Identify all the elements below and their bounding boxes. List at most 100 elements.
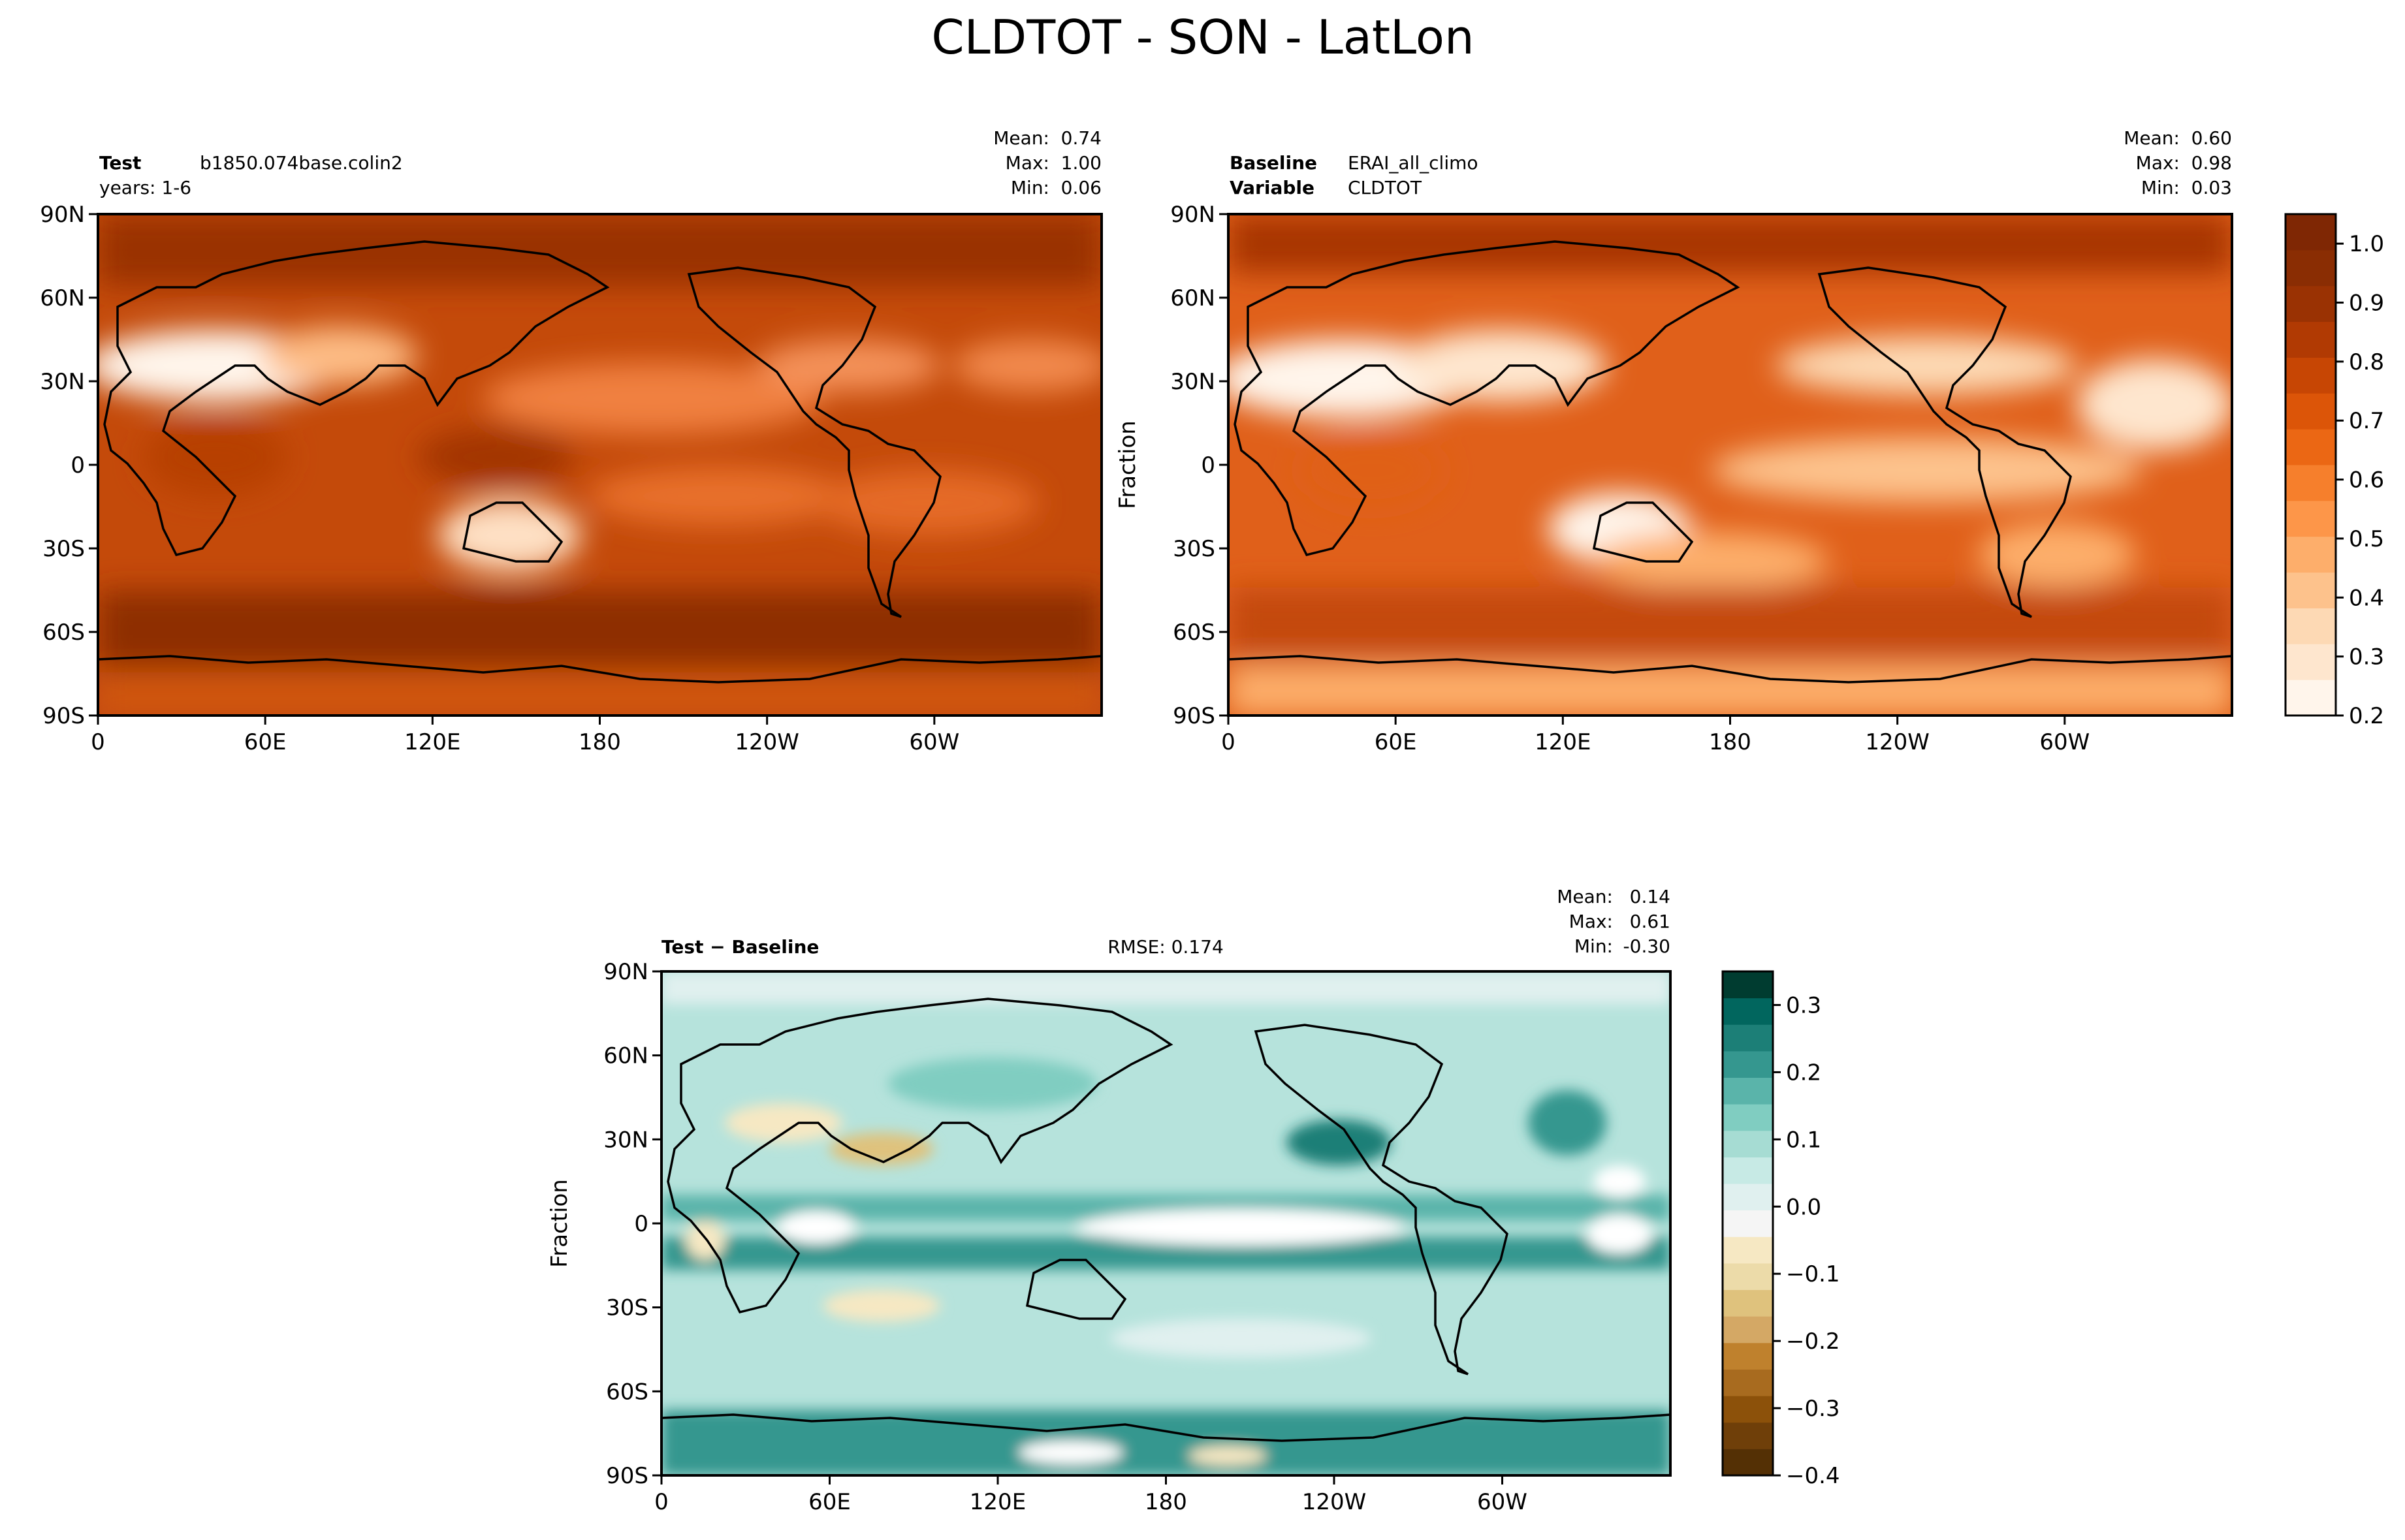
colorbar-tick-label: 0.7 bbox=[2349, 408, 2384, 434]
colorbar-tick-label: −0.2 bbox=[1786, 1328, 1840, 1355]
panel-test: 0 60E 120E 180 120W 60W 90N 60N 30N 0 30S 60S 90S T… bbox=[40, 127, 1103, 755]
x-tick-label: 0 bbox=[1221, 729, 1235, 755]
colorbar-band bbox=[2286, 680, 2336, 716]
x-tick-label: 120W bbox=[1865, 729, 1930, 755]
x-tick-label: 60W bbox=[2039, 729, 2090, 755]
x-tick-label: 180 bbox=[1145, 1489, 1187, 1515]
colorbar-top-frame bbox=[2284, 213, 2337, 717]
y-tick-label: 60N bbox=[603, 1043, 648, 1069]
colorbar-bottom-bands bbox=[1723, 971, 1773, 1476]
x-tick-label: 120W bbox=[1302, 1489, 1367, 1515]
difference-stats-max-label: Max: bbox=[1569, 911, 1613, 932]
y-tick-label: 90N bbox=[603, 959, 648, 985]
difference-stats-max: 0.61 bbox=[1630, 911, 1670, 932]
variable-label-bold: Variable bbox=[1230, 177, 1314, 198]
colorbar-tick-label: −0.4 bbox=[1786, 1463, 1840, 1489]
y-tick-label: 30N bbox=[603, 1127, 648, 1153]
colorbar-band bbox=[2286, 429, 2336, 465]
baseline-stats-max: 0.98 bbox=[2191, 152, 2232, 174]
colorbar-tick-label: 0.2 bbox=[2349, 703, 2384, 729]
x-ticks-baseline: 0 60E 120E 180 120W 60W bbox=[1221, 715, 2090, 755]
baseline-ylabel: Fraction bbox=[1115, 420, 1141, 509]
test-stats-mean-label: Mean: bbox=[993, 127, 1049, 149]
y-tick-label: 30S bbox=[606, 1295, 648, 1321]
test-stats-max: 1.00 bbox=[1061, 152, 1102, 174]
difference-stats-mean: 0.14 bbox=[1630, 886, 1670, 907]
difference-label: Test − Baseline bbox=[661, 936, 819, 958]
colorbar-band bbox=[2286, 500, 2336, 537]
colorbar-band bbox=[2286, 285, 2336, 322]
y-tick-label: 60N bbox=[40, 285, 85, 311]
colorbar-band bbox=[1723, 1130, 1773, 1157]
baseline-label-bold: Baseline bbox=[1230, 152, 1317, 174]
colorbar-tick-label: 0.8 bbox=[2349, 349, 2384, 375]
y-tick-label: 30S bbox=[1173, 536, 1215, 562]
y-tick-label: 60S bbox=[1173, 620, 1215, 646]
x-ticks-difference: 0 60E 120E 180 120W 60W bbox=[654, 1475, 1527, 1515]
colorbar-band bbox=[1723, 998, 1773, 1025]
difference-ylabel: Fraction bbox=[547, 1179, 573, 1268]
x-tick-label: 180 bbox=[1709, 729, 1751, 755]
colorbar-band bbox=[1723, 971, 1773, 999]
test-stats-min-label: Min: bbox=[1011, 177, 1049, 198]
figure-title: CLDTOT - SON - LatLon bbox=[931, 10, 1474, 65]
colorbar-tick-label: 0.9 bbox=[2349, 291, 2384, 317]
panel-difference: 0 60E 120E 180 120W 60W 90N 60N 30N 0 30S 60S 90S F… bbox=[547, 886, 1672, 1515]
colorbar-band bbox=[2286, 321, 2336, 358]
colorbar-tick-label: 0.4 bbox=[2349, 585, 2384, 611]
y-tick-label: 30N bbox=[1170, 369, 1215, 395]
colorbar-bottom: 0.3 0.2 0.1 0.0 −0.1 −0.2 −0.3 −0.4 bbox=[1721, 970, 1840, 1489]
colorbar-band bbox=[2286, 536, 2336, 573]
x-tick-label: 120E bbox=[1535, 729, 1591, 755]
y-tick-label: 60N bbox=[1170, 285, 1215, 311]
colorbar-tick-label: 0.5 bbox=[2349, 526, 2384, 552]
colorbar-top: 1.0 0.9 0.8 0.7 0.6 0.5 0.4 0.3 0.2 bbox=[2284, 213, 2384, 729]
y-tick-label: 90S bbox=[1173, 703, 1215, 729]
x-tick-label: 120W bbox=[735, 729, 799, 755]
colorbar-tick-label: −0.1 bbox=[1786, 1261, 1840, 1287]
colorbar-band bbox=[1723, 1104, 1773, 1131]
colorbar-band bbox=[1723, 1210, 1773, 1237]
rmse-label: RMSE: 0.174 bbox=[1107, 936, 1224, 958]
colorbar-tick-label: −0.3 bbox=[1786, 1396, 1840, 1422]
test-label-years: years: 1-6 bbox=[99, 177, 191, 198]
colorbar-band bbox=[1723, 1422, 1773, 1449]
x-tick-label: 60W bbox=[1477, 1489, 1527, 1515]
y-tick-label: 30S bbox=[42, 536, 85, 562]
x-tick-label: 60W bbox=[909, 729, 959, 755]
colorbar-band bbox=[2286, 644, 2336, 680]
colorbar-band bbox=[2286, 465, 2336, 501]
colorbar-band bbox=[2286, 214, 2336, 251]
colorbar-tick-label: 1.0 bbox=[2349, 231, 2384, 257]
colorbar-top-bands bbox=[2286, 214, 2336, 716]
baseline-stats-max-label: Max: bbox=[2136, 152, 2180, 174]
test-stats-min: 0.06 bbox=[1061, 177, 1102, 198]
test-stats-max-label: Max: bbox=[1006, 152, 1049, 174]
colorbar-tick-label: 0.6 bbox=[2349, 467, 2384, 494]
colorbar-band bbox=[1723, 1369, 1773, 1396]
y-tick-label: 90S bbox=[42, 703, 85, 729]
colorbar-band bbox=[2286, 393, 2336, 430]
x-tick-label: 60E bbox=[808, 1489, 851, 1515]
difference-stats-mean-label: Mean: bbox=[1557, 886, 1613, 907]
colorbar-band bbox=[2286, 249, 2336, 287]
colorbar-band bbox=[1723, 1184, 1773, 1211]
colorbar-band bbox=[1723, 1316, 1773, 1344]
x-tick-label: 120E bbox=[404, 729, 460, 755]
colorbar-band bbox=[1723, 1024, 1773, 1052]
colorbar-band bbox=[1723, 1289, 1773, 1317]
colorbar-band bbox=[1723, 1050, 1773, 1078]
difference-stats-min: -0.30 bbox=[1623, 935, 1670, 957]
baseline-stats-min: 0.03 bbox=[2191, 177, 2232, 198]
y-tick-label: 30N bbox=[40, 369, 85, 395]
colorbar-band bbox=[1723, 1157, 1773, 1184]
y-tick-label: 60S bbox=[42, 620, 85, 646]
y-tick-label: 90S bbox=[606, 1463, 648, 1489]
baseline-stats-mean-label: Mean: bbox=[2124, 127, 2180, 149]
colorbar-bottom-frame bbox=[1721, 970, 1774, 1477]
variable-label-value: CLDTOT bbox=[1348, 177, 1422, 198]
difference-stats-min-label: Min: bbox=[1574, 935, 1613, 957]
y-tick-label: 60S bbox=[606, 1379, 648, 1405]
x-ticks-test: 0 60E 120E 180 120W 60W bbox=[91, 715, 959, 755]
